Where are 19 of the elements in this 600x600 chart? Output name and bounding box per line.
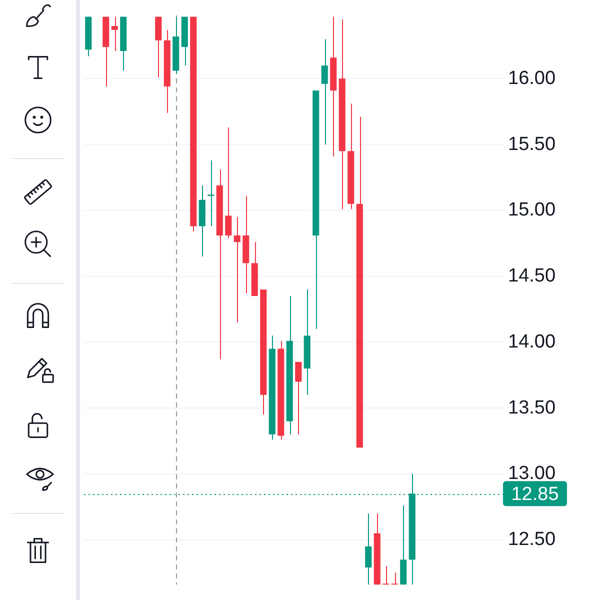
candlestick [225, 126, 232, 239]
y-tick-label: 16.00 [508, 68, 556, 89]
y-tick-label: 15.50 [508, 134, 556, 155]
ref-line-label: 12.85 [511, 484, 559, 505]
y-tick-label: 15.00 [508, 200, 556, 221]
candlestick [155, 16, 162, 78]
y-tick-label: 12.50 [508, 529, 556, 550]
candlestick [295, 361, 302, 435]
y-tick-label: 14.00 [508, 331, 556, 352]
candlestick [111, 16, 118, 52]
y-tick-label: 13.50 [508, 397, 556, 418]
y-tick-label: 14.50 [508, 266, 556, 287]
candlestick [365, 512, 372, 586]
candlestick [208, 160, 214, 227]
candlestick [391, 572, 398, 586]
candlestick [382, 566, 390, 586]
y-tick-label: 13.00 [508, 463, 556, 484]
candlestick [234, 216, 240, 323]
candlestick [321, 38, 328, 146]
